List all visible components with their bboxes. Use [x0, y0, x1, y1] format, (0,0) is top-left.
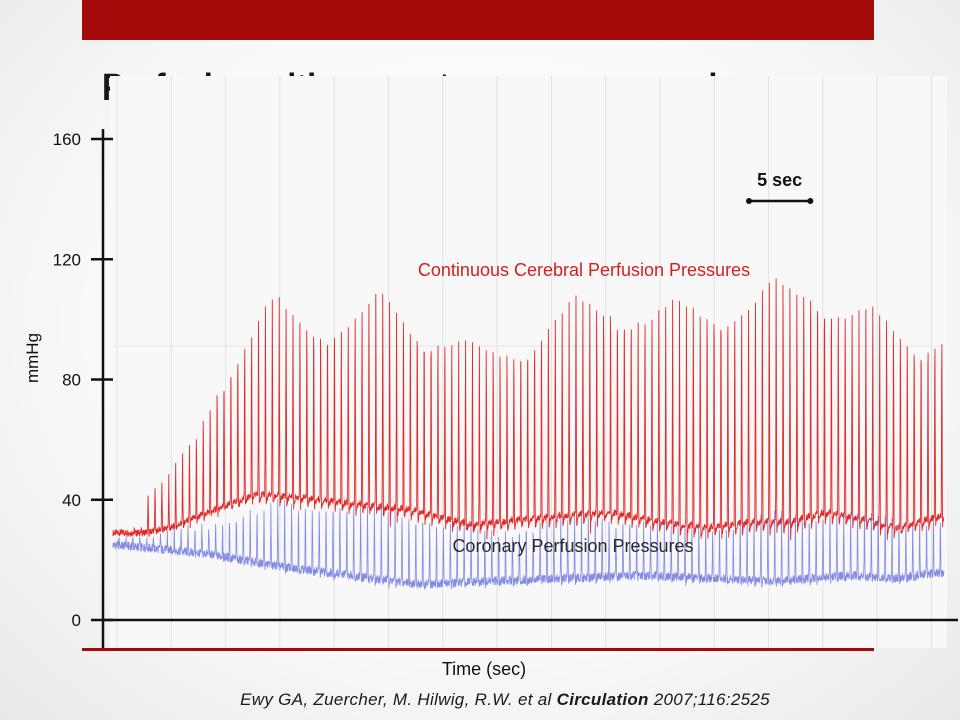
chart-series	[112, 278, 945, 590]
citation-authors: Ewy GA, Zuercher, M. Hilwig, R.W. et al	[240, 690, 557, 709]
series-line-coronary	[112, 499, 945, 590]
bottom-accent-rule	[82, 648, 874, 651]
y-tick-label-40: 40	[62, 491, 81, 510]
x-axis-label: Time (sec)	[442, 659, 526, 679]
series-line-cerebral	[112, 278, 945, 548]
chart-labels: 0 40 80 120 160 mmHg Time (sec) Continuous Cere…	[23, 130, 814, 679]
citation: Ewy GA, Zuercher, M. Hilwig, R.W. et al …	[0, 690, 960, 710]
top-accent-bar	[82, 0, 874, 40]
chart-axes	[91, 129, 958, 650]
series-label-cerebral: Continuous Cerebral Perfusion Pressures	[418, 260, 750, 280]
chart-panel	[110, 76, 947, 648]
y-tick-label-160: 160	[53, 130, 81, 149]
y-tick-label-80: 80	[62, 371, 81, 390]
citation-year: 2007;116:2525	[648, 690, 770, 709]
scale-bar-end-left	[746, 198, 752, 204]
chart-grid	[110, 76, 947, 648]
scale-bar-label: 5 sec	[757, 170, 802, 190]
scale-bar-end-right	[807, 198, 814, 204]
series-label-coronary: Coronary Perfusion Pressures	[452, 536, 693, 556]
citation-journal: Circulation	[556, 690, 649, 709]
y-axis-label: mmHg	[23, 333, 42, 383]
y-tick-label-0: 0	[72, 611, 81, 630]
y-tick-label-120: 120	[53, 250, 81, 269]
